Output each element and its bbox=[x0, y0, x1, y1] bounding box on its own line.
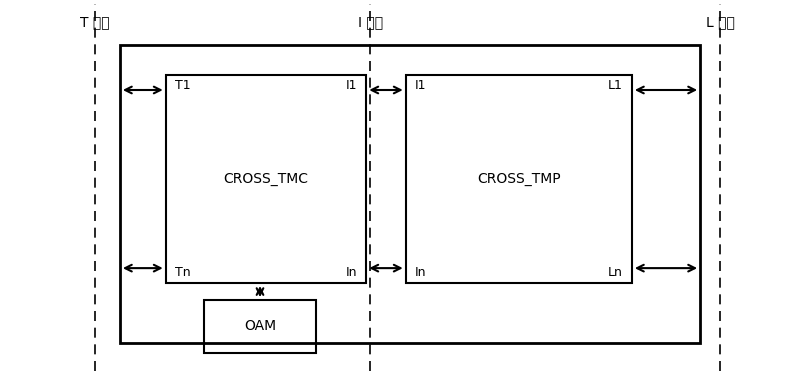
Text: OAM: OAM bbox=[244, 319, 276, 333]
Text: In: In bbox=[346, 266, 357, 279]
Bar bbox=[406, 75, 632, 283]
Text: Ln: Ln bbox=[607, 266, 622, 279]
Text: I1: I1 bbox=[415, 79, 426, 92]
Text: Tn: Tn bbox=[175, 266, 191, 279]
Text: CROSS_TMP: CROSS_TMP bbox=[477, 172, 561, 186]
Text: I 接口: I 接口 bbox=[358, 15, 383, 29]
Text: In: In bbox=[415, 266, 426, 279]
Bar bbox=[204, 300, 316, 352]
Bar bbox=[120, 45, 700, 343]
Text: I1: I1 bbox=[346, 79, 357, 92]
Text: T1: T1 bbox=[175, 79, 191, 92]
Text: L 接口: L 接口 bbox=[706, 15, 734, 29]
Text: L1: L1 bbox=[607, 79, 622, 92]
Bar bbox=[166, 75, 366, 283]
Text: T 接口: T 接口 bbox=[80, 15, 110, 29]
Text: CROSS_TMC: CROSS_TMC bbox=[223, 172, 309, 186]
